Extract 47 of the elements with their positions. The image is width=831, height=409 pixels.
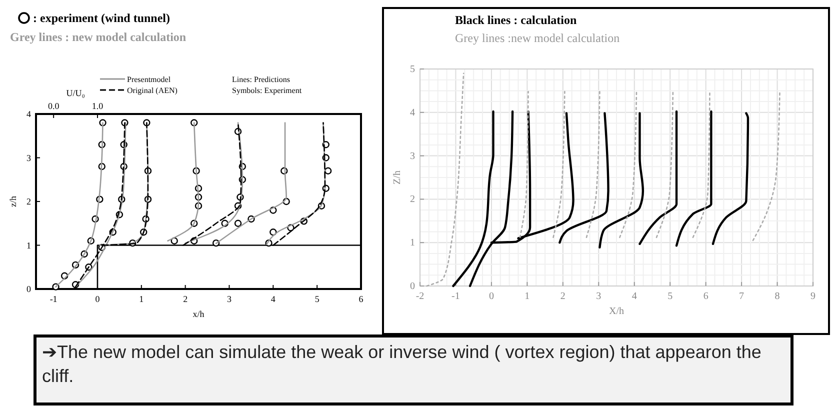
x-tick-label: 6 (703, 291, 708, 302)
text: Black lines : calculation (455, 13, 577, 27)
text: Lines: Predictions (232, 75, 290, 84)
x-tick-label: 1 (524, 291, 530, 302)
x2-tick-label: 0.0 (48, 101, 60, 111)
y-tick-label: 2 (26, 196, 31, 206)
legend-label: : experiment (wind tunnel) (33, 11, 170, 25)
x-tick-label: -2 (416, 291, 424, 302)
x2-axis-title: U/U₀ (66, 88, 85, 98)
y-tick-label: 4 (26, 109, 32, 119)
x-tick-label: 5 (314, 294, 320, 304)
legend-label: Original (AEN) (127, 86, 178, 95)
x-tick-label: 9 (810, 291, 816, 302)
y-tick-label: 1 (26, 240, 31, 250)
x-tick-label: 3 (226, 294, 232, 304)
x-tick-label: 5 (668, 291, 673, 302)
x-axis-title: x/h (192, 309, 205, 319)
x-tick-label: 4 (270, 294, 276, 304)
x2-tick-label: 1.0 (92, 101, 104, 111)
y-axis-title: z/h (8, 196, 18, 207)
y-tick-label: 4 (410, 107, 415, 118)
text: Symbols: Experiment (232, 86, 302, 95)
y-tick-label: 3 (26, 152, 32, 163)
x-tick-label: -1 (452, 291, 460, 302)
text: Grey lines : new model calculation (10, 30, 186, 44)
x-tick-label: 6 (358, 294, 364, 304)
x-tick-label: 7 (739, 291, 744, 302)
x-tick-label: 0 (488, 291, 494, 302)
text: Grey lines :new model calculation (455, 31, 620, 45)
y-tick-label: 1 (410, 238, 415, 249)
x-tick-label: 3 (596, 291, 602, 302)
x-tick-label: 8 (774, 291, 780, 302)
y-tick-label: 0 (26, 284, 32, 294)
legend-label: Presentmodel (127, 75, 172, 84)
y-tick-label: 2 (410, 194, 415, 206)
x-axis-title: X/h (609, 306, 624, 317)
x-tick-label: 0 (95, 294, 100, 304)
x-tick-label: 2 (560, 291, 566, 302)
y-axis-title: Z/h (392, 170, 403, 184)
x-tick-label: -1 (50, 294, 58, 304)
y-tick-label: 3 (410, 150, 415, 162)
text: ➔The new model can simulate the weak or inverse wind ( vortex region) that appearon the cliff. (42, 341, 762, 388)
x-tick-label: 2 (183, 294, 188, 304)
x-tick-label: 4 (632, 291, 637, 302)
x-tick-label: 1 (139, 294, 144, 304)
y-tick-label: 5 (410, 64, 415, 75)
y-tick-label: 0 (410, 281, 415, 292)
